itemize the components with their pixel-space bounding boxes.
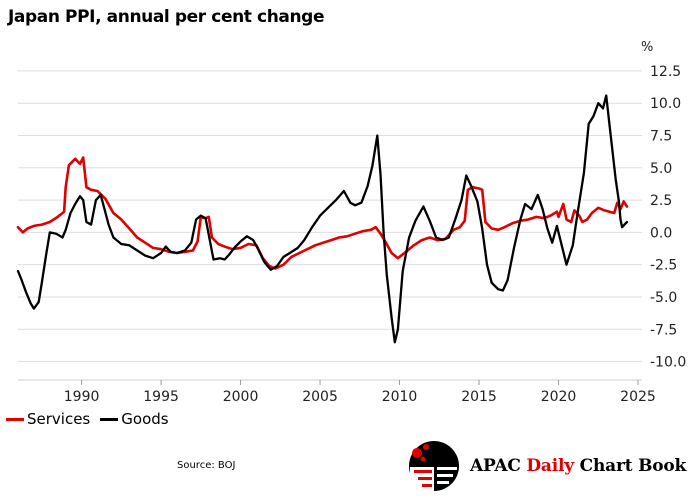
brand-text: APAC Daily Chart Book <box>470 456 686 476</box>
y-tick-label: -5.0 <box>650 290 677 306</box>
brand-text-part2: Daily <box>526 456 574 476</box>
x-tick-label: 2025 <box>620 389 656 405</box>
series-line-goods <box>16 94 629 344</box>
y-tick-label: 2.5 <box>650 193 672 209</box>
x-tick-label: 2015 <box>461 389 497 405</box>
series-lines <box>16 94 629 344</box>
legend-item-goods: Goods <box>100 410 169 428</box>
x-tick-label: 1995 <box>143 389 179 405</box>
x-tick-label: 2010 <box>382 389 418 405</box>
x-tick-label: 2020 <box>541 389 577 405</box>
legend-item-services: Services <box>6 410 90 428</box>
source-note: Source: BOJ <box>177 460 236 471</box>
legend-label-goods: Goods <box>121 410 169 428</box>
chart-area: 12.5 10.0 7.5 5.0 2.5 0.0 -2.5 -5.0 -7.5 -10.0 199… <box>16 40 686 405</box>
y-tick-label: 12.5 <box>650 64 681 80</box>
axis-tick-labels: 12.5 10.0 7.5 5.0 2.5 0.0 -2.5 -5.0 -7.5 -10.0 199… <box>64 64 686 405</box>
y-tick-label: -7.5 <box>650 322 677 338</box>
y-axis-unit-label: % <box>641 40 653 55</box>
y-tick-label: -10.0 <box>650 355 686 371</box>
x-tick-label: 1990 <box>64 389 100 405</box>
legend: Services Goods <box>6 410 179 428</box>
legend-swatch-goods <box>100 417 119 421</box>
brand-text-part3: Chart Book <box>579 456 687 476</box>
y-tick-label: -2.5 <box>650 258 677 274</box>
brand-text-part1: APAC <box>470 456 521 476</box>
y-tick-label: 0.0 <box>650 225 672 241</box>
x-tick-label: 2005 <box>302 389 338 405</box>
y-tick-label: 5.0 <box>650 161 672 177</box>
x-tick-label: 2000 <box>223 389 259 405</box>
y-tick-label: 10.0 <box>650 96 681 112</box>
grid-lines <box>18 70 642 381</box>
brand-emblem-icon <box>409 441 459 491</box>
legend-swatch-services <box>6 417 24 421</box>
chart-title: Japan PPI, annual per cent change <box>8 7 325 27</box>
series-line-services <box>16 156 629 270</box>
brand-logo: APAC Daily Chart Book <box>404 437 696 495</box>
y-tick-label: 7.5 <box>650 129 672 145</box>
legend-label-services: Services <box>27 410 91 428</box>
